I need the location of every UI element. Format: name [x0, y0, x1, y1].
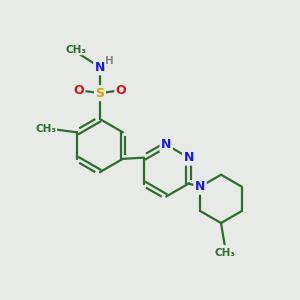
Text: CH₃: CH₃: [65, 45, 86, 55]
Text: O: O: [74, 84, 84, 97]
Text: N: N: [161, 138, 171, 151]
Text: CH₃: CH₃: [36, 124, 57, 134]
Text: N: N: [95, 61, 105, 74]
Text: N: N: [195, 180, 205, 193]
Text: N: N: [183, 151, 194, 164]
Text: S: S: [95, 87, 104, 100]
Text: CH₃: CH₃: [214, 248, 236, 258]
Text: H: H: [105, 56, 114, 66]
Text: O: O: [116, 84, 127, 97]
